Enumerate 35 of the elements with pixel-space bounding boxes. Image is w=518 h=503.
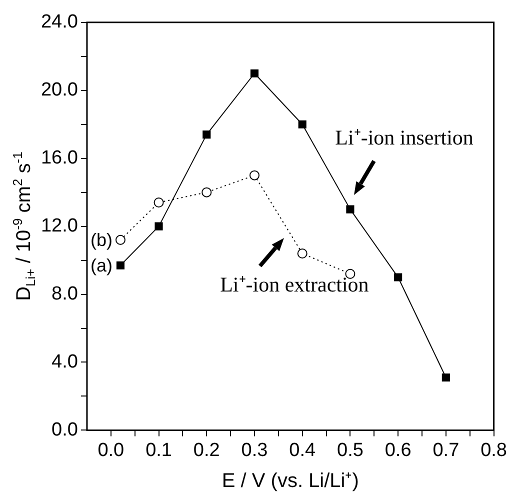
point: [298, 120, 306, 128]
x-tick-label: 0.6: [384, 440, 412, 461]
x-tick-label: 0.0: [98, 440, 124, 461]
y-tick-label: 12.0: [40, 216, 78, 237]
x-tick-label: 0.8: [480, 440, 508, 461]
annotation: Li⁺-ion extraction: [220, 272, 370, 297]
point: [154, 222, 163, 230]
x-tick-label: 0.4: [289, 440, 316, 461]
point: [116, 261, 125, 270]
point: [202, 130, 211, 139]
y-tick-label: 24.0: [40, 12, 78, 33]
series-label: (b): [90, 230, 112, 250]
point: [202, 187, 212, 198]
y-tick-label: 4.0: [52, 351, 78, 372]
y-axis-title: DLi+ / 10-9 cm2 s-1: [10, 152, 38, 301]
y-tick-label: 0.0: [52, 419, 78, 440]
x-tick-label: 0.2: [193, 440, 220, 461]
point: [249, 170, 260, 180]
y-tick-label: 16.0: [40, 148, 78, 169]
point: [250, 69, 259, 78]
y-tick-label: 20.0: [40, 80, 78, 101]
point: [297, 248, 308, 258]
series-label: (a): [90, 255, 112, 276]
x-tick-label: 0.5: [337, 440, 364, 461]
point: [115, 234, 126, 245]
y-tick-label: 8.0: [52, 284, 78, 304]
x-axis-title: E / V (vs. Li/Li⁺): [222, 470, 359, 492]
annotation: Li⁺-ion insertion: [335, 126, 474, 150]
x-tick-label: 0.1: [146, 440, 172, 461]
point: [442, 373, 450, 382]
point: [346, 205, 354, 214]
x-tick-label: 0.7: [432, 440, 460, 461]
point: [394, 273, 402, 282]
point: [154, 198, 164, 208]
x-tick-label: 0.3: [241, 440, 268, 461]
